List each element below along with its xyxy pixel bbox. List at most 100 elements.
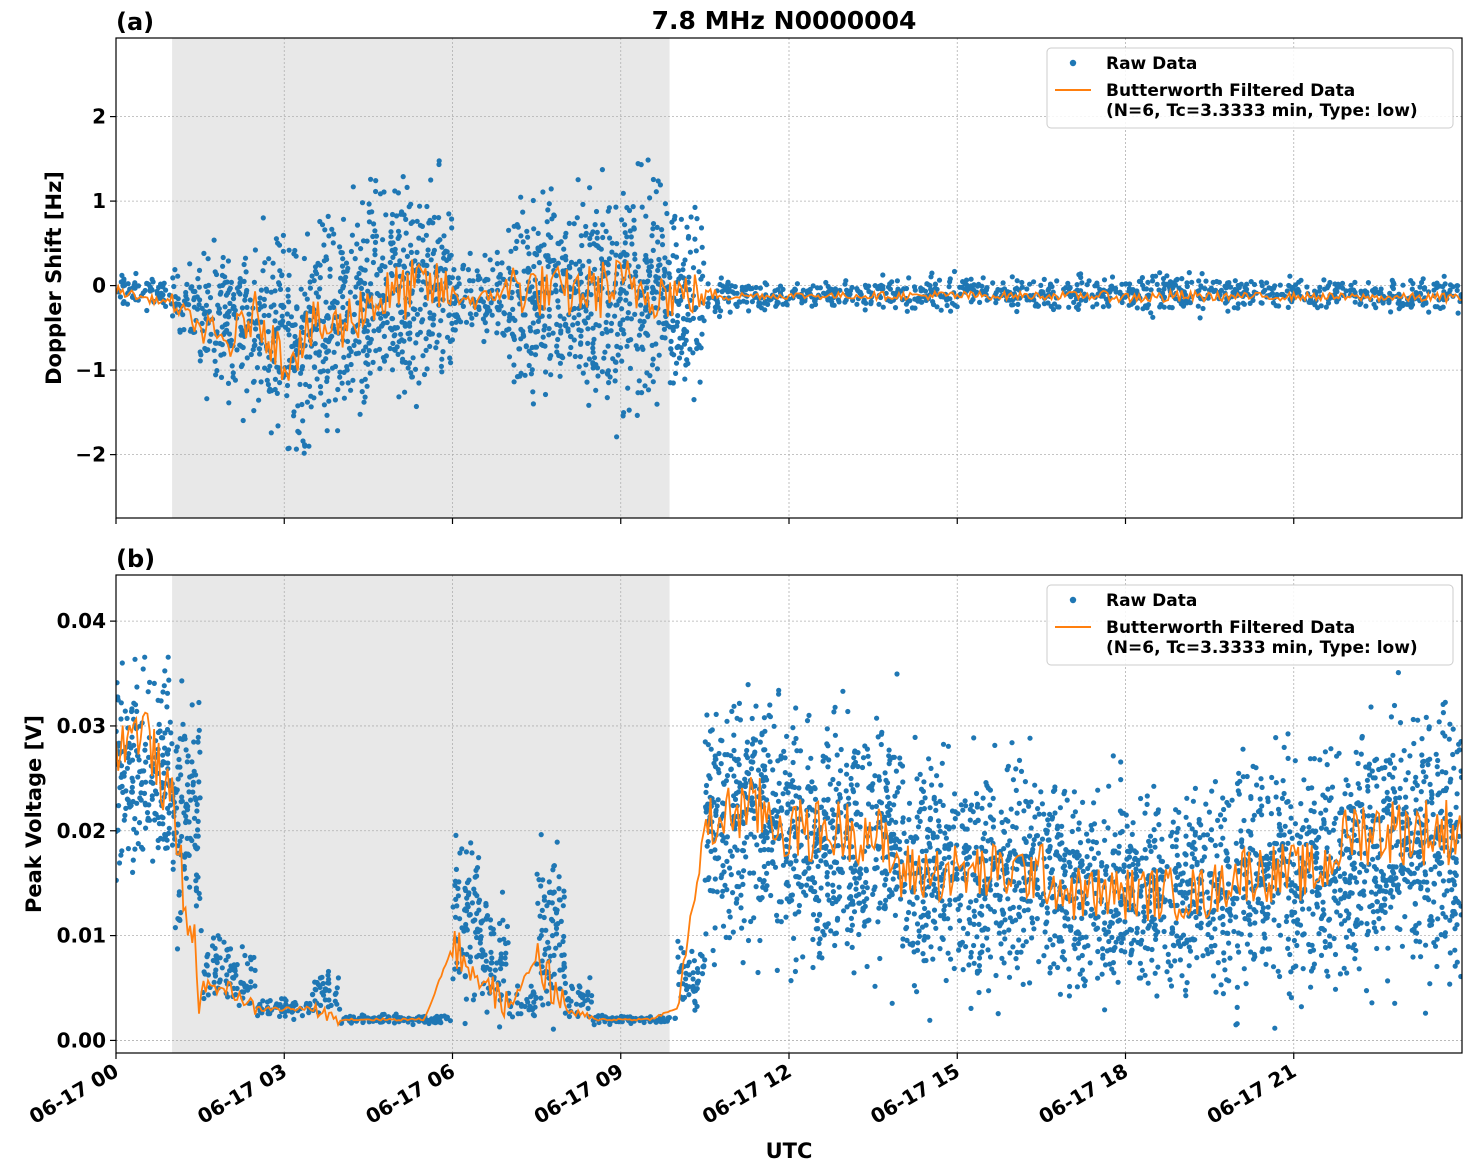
- raw-point: [511, 336, 517, 343]
- raw-point: [764, 870, 770, 876]
- raw-point: [961, 850, 967, 856]
- raw-point: [571, 315, 577, 321]
- raw-point: [811, 785, 818, 791]
- raw-point: [905, 909, 912, 916]
- raw-point: [643, 213, 649, 219]
- raw-point: [164, 704, 170, 710]
- raw-point: [134, 684, 140, 690]
- raw-point: [425, 247, 431, 253]
- raw-point: [817, 936, 823, 942]
- raw-point: [926, 841, 933, 847]
- raw-point: [620, 317, 626, 323]
- raw-point: [1317, 284, 1323, 290]
- raw-point: [699, 971, 706, 977]
- raw-point: [772, 288, 778, 294]
- raw-point: [590, 345, 596, 351]
- raw-point: [837, 894, 843, 900]
- raw-point: [654, 224, 660, 230]
- raw-point: [1094, 280, 1100, 286]
- raw-point: [719, 872, 725, 878]
- raw-point: [369, 209, 375, 215]
- raw-point: [314, 376, 320, 382]
- raw-point: [497, 274, 503, 280]
- raw-point: [1372, 286, 1378, 292]
- raw-point: [923, 922, 929, 928]
- raw-point: [748, 759, 754, 765]
- raw-point: [1005, 818, 1011, 824]
- raw-point: [488, 300, 494, 306]
- raw-point: [690, 265, 697, 271]
- raw-point: [1061, 791, 1067, 797]
- raw-point: [964, 826, 970, 832]
- raw-point: [547, 355, 553, 361]
- raw-point: [1034, 916, 1040, 922]
- raw-point: [645, 387, 652, 393]
- raw-point: [340, 304, 346, 311]
- raw-point: [608, 328, 614, 334]
- raw-point: [960, 967, 966, 973]
- raw-point: [876, 905, 882, 911]
- raw-point: [1216, 279, 1222, 285]
- raw-point: [335, 386, 341, 393]
- raw-point: [538, 932, 544, 939]
- raw-point: [244, 304, 250, 310]
- raw-point: [277, 268, 283, 274]
- raw-point: [1062, 852, 1068, 858]
- raw-point: [904, 838, 910, 845]
- raw-point: [882, 882, 888, 888]
- raw-point: [610, 356, 616, 362]
- raw-point: [983, 848, 989, 854]
- raw-point: [590, 349, 596, 355]
- raw-point: [992, 742, 998, 749]
- raw-point: [378, 315, 384, 321]
- raw-point: [693, 305, 699, 311]
- raw-point: [1203, 278, 1209, 284]
- raw-point: [460, 303, 466, 309]
- raw-point: [165, 654, 171, 660]
- raw-point: [368, 281, 374, 287]
- raw-point: [859, 884, 866, 890]
- raw-point: [650, 221, 657, 227]
- raw-point: [932, 281, 939, 287]
- raw-point: [971, 942, 977, 949]
- raw-point: [541, 914, 547, 921]
- raw-point: [774, 912, 780, 919]
- raw-point: [307, 279, 313, 285]
- raw-point: [596, 244, 602, 251]
- raw-point: [123, 805, 129, 812]
- raw-point: [291, 1016, 297, 1023]
- raw-point: [1454, 287, 1460, 293]
- raw-point: [129, 784, 135, 791]
- raw-point: [431, 312, 437, 318]
- raw-point: [125, 846, 131, 852]
- raw-point: [694, 1003, 700, 1010]
- raw-point: [712, 756, 718, 762]
- raw-point: [363, 344, 369, 350]
- raw-point: [775, 798, 782, 804]
- raw-point: [469, 315, 475, 321]
- raw-point: [810, 912, 817, 918]
- raw-point: [545, 263, 551, 270]
- raw-point: [1235, 305, 1241, 311]
- raw-point: [585, 340, 591, 346]
- raw-point: [930, 830, 936, 837]
- raw-point: [212, 971, 218, 977]
- raw-point: [541, 894, 548, 900]
- raw-point: [326, 398, 332, 404]
- raw-point: [636, 332, 643, 338]
- raw-point: [402, 389, 408, 395]
- raw-point: [737, 780, 743, 786]
- raw-point: [877, 955, 883, 962]
- raw-point: [117, 294, 123, 300]
- raw-point: [1036, 959, 1042, 965]
- raw-point: [685, 963, 691, 969]
- raw-point: [705, 876, 711, 883]
- raw-point: [970, 287, 977, 293]
- raw-point: [116, 803, 122, 809]
- raw-point: [212, 945, 218, 952]
- raw-point: [354, 222, 361, 228]
- raw-point: [142, 287, 148, 294]
- raw-point: [1050, 306, 1057, 313]
- raw-point: [1025, 898, 1031, 904]
